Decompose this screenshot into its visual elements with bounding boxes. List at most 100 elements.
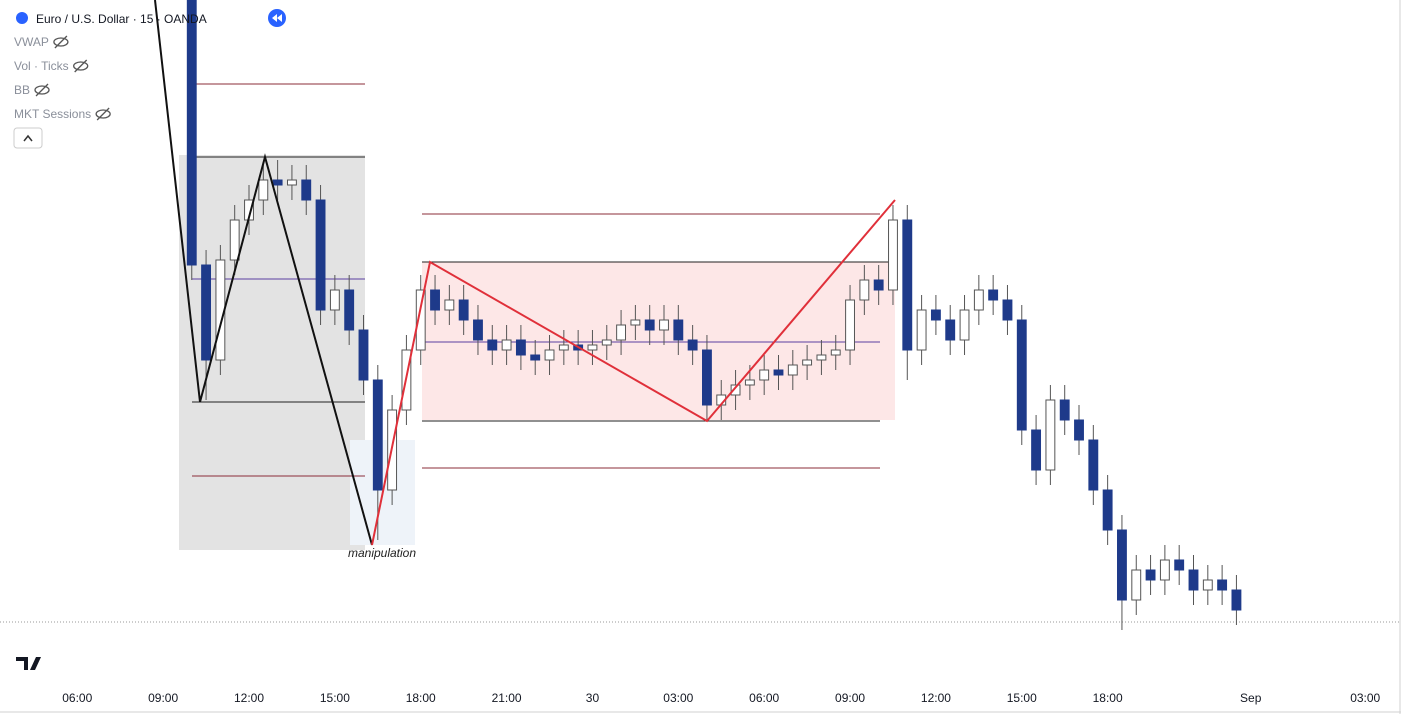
candle-body	[201, 264, 212, 361]
candle-body	[315, 199, 326, 311]
indicator-label: VWAP	[14, 35, 49, 49]
hidden-icon	[34, 85, 50, 95]
candle-body	[702, 349, 712, 406]
candle-body	[329, 289, 340, 311]
candle-body	[515, 339, 526, 356]
x-tick-label: 12:00	[921, 691, 951, 705]
candle-body	[1159, 559, 1170, 581]
candle-body	[1002, 299, 1013, 321]
x-axis: 06:00 09:00 12:00 15:00 18:00 21:00 30 03:00 06:…	[62, 691, 1380, 705]
x-tick-label: 06:00	[62, 691, 92, 705]
x-tick-label: 03:00	[1350, 691, 1380, 705]
candle-body	[644, 319, 655, 331]
candle-body	[873, 279, 884, 291]
candle-body	[344, 289, 355, 331]
candle-body	[930, 309, 941, 321]
candle-body	[859, 279, 870, 301]
candle-body	[601, 339, 612, 346]
candle-body	[558, 344, 569, 351]
x-tick-label: Sep	[1240, 691, 1262, 705]
candle-body	[959, 309, 970, 341]
hidden-icon	[74, 59, 88, 73]
symbol-icon	[16, 12, 28, 24]
candle-body	[988, 289, 999, 301]
hidden-icon	[54, 35, 68, 49]
legend: Euro / U.S. Dollar · 15 · OANDA VWAP Vol …	[13, 9, 286, 149]
x-tick-label: 21:00	[492, 691, 522, 705]
symbol-title: Euro / U.S. Dollar · 15 · OANDA	[36, 12, 207, 26]
candle-body	[358, 329, 369, 381]
candle-body	[616, 324, 627, 341]
collapse-button[interactable]	[13, 127, 43, 149]
candle-body	[845, 299, 855, 351]
candles	[186, 0, 1242, 630]
candle-body	[415, 289, 426, 351]
candle-body	[916, 309, 927, 351]
candle-body	[1045, 399, 1056, 471]
candle-body	[1016, 319, 1027, 431]
candle-body	[902, 219, 913, 351]
hidden-icon	[35, 83, 49, 97]
candle-body	[301, 179, 312, 201]
x-tick-label: 12:00	[234, 691, 264, 705]
candle-body	[687, 339, 698, 351]
replay-icon	[272, 14, 282, 22]
candle-body	[973, 289, 984, 311]
x-tick-label: 18:00	[1093, 691, 1123, 705]
x-tick-label: 15:00	[320, 691, 350, 705]
candle-body	[544, 349, 555, 361]
candle-body	[1188, 569, 1199, 591]
indicator-label: BB	[14, 83, 30, 97]
x-tick-label: 15:00	[1007, 691, 1037, 705]
candle-body	[1202, 579, 1213, 591]
hidden-icon	[53, 37, 69, 47]
candle-body	[787, 364, 798, 376]
indicator-label: Vol · Ticks	[14, 59, 69, 73]
candle-body	[1031, 429, 1042, 471]
x-tick-label: 30	[586, 691, 600, 705]
candle-body	[1117, 529, 1127, 601]
candle-body	[759, 369, 770, 381]
candle-body	[888, 219, 898, 291]
hidden-icon	[73, 61, 89, 71]
x-tick-label: 18:00	[406, 691, 436, 705]
candle-body	[816, 354, 827, 361]
candle-body	[1088, 439, 1099, 491]
candle-body	[186, 0, 197, 266]
x-tick-label: 06:00	[749, 691, 779, 705]
zigzag	[371, 199, 896, 546]
candle-body	[258, 179, 269, 201]
candle-body	[487, 339, 498, 351]
candle-body	[1174, 559, 1185, 571]
candle-body	[458, 299, 469, 321]
candle-body	[272, 179, 283, 186]
candle-body	[286, 179, 297, 186]
candle-body	[730, 384, 741, 396]
zigzag	[154, 0, 373, 546]
annotation: manipulation	[348, 546, 416, 560]
candle-body	[372, 379, 383, 491]
candle-body	[530, 354, 541, 361]
candle-body	[945, 319, 956, 341]
candle-body	[673, 319, 684, 341]
candle-body	[587, 344, 598, 351]
x-tick-label: 03:00	[663, 691, 693, 705]
hidden-icon	[96, 107, 110, 121]
candle-body	[1059, 399, 1070, 421]
candle-body	[630, 319, 641, 326]
candle-body	[501, 339, 512, 351]
candle-body	[430, 289, 440, 311]
candle-body	[1145, 569, 1156, 581]
x-tick-label: 09:00	[148, 691, 178, 705]
candle-body	[773, 369, 784, 376]
candle-body	[229, 219, 240, 261]
candle-body	[830, 349, 841, 356]
candle-body	[659, 319, 669, 331]
candle-body	[1102, 489, 1113, 531]
drawings: manipulation	[154, 0, 896, 560]
candle-body	[473, 319, 483, 341]
collapse-icon	[23, 134, 33, 142]
indicator-label: MKT Sessions	[14, 107, 91, 121]
